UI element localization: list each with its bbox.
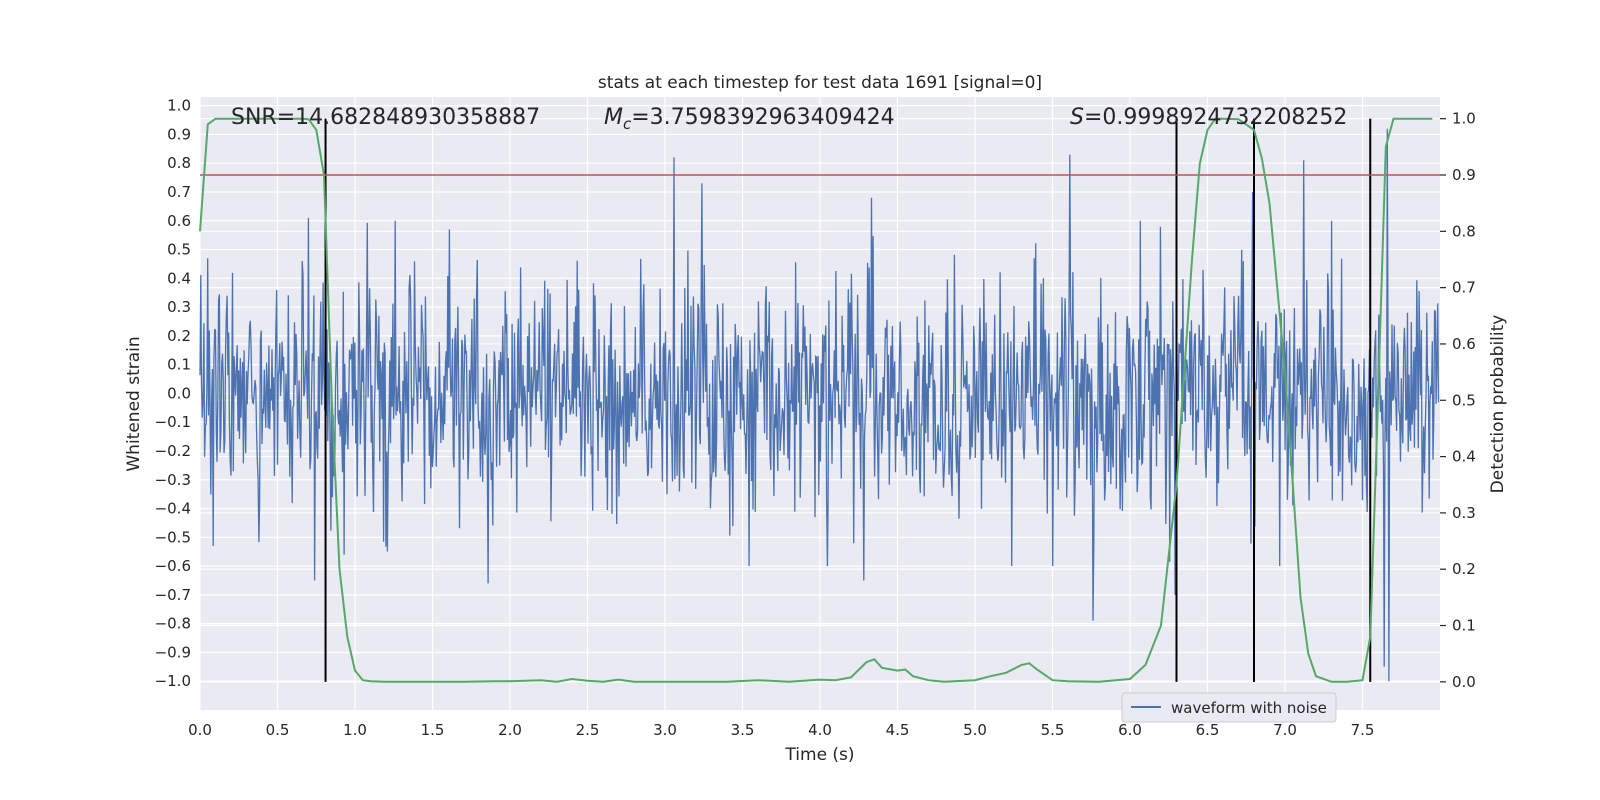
x-tick-label: 1.5 bbox=[421, 721, 445, 739]
y-left-axis-title: Whitened strain bbox=[124, 336, 144, 471]
x-tick-label: 3.0 bbox=[653, 721, 677, 739]
x-tick-label: 1.0 bbox=[343, 721, 367, 739]
y-right-tick-label: 0.2 bbox=[1452, 560, 1476, 578]
legend-label: waveform with noise bbox=[1171, 699, 1327, 717]
waveform-line bbox=[199, 128, 1440, 682]
y-left-tick-label: −0.5 bbox=[155, 528, 191, 546]
y-left-tick-label: 0.2 bbox=[167, 327, 191, 345]
y-left-tick-label: −0.2 bbox=[155, 442, 191, 460]
y-left-tick-label: −0.4 bbox=[155, 500, 191, 518]
x-tick-label: 0.5 bbox=[266, 721, 290, 739]
y-right-tick-label: 0.6 bbox=[1452, 335, 1476, 353]
y-right-tick-label: 0.5 bbox=[1452, 391, 1476, 409]
x-tick-label: 7.0 bbox=[1273, 721, 1297, 739]
y-right-tick-label: 0.0 bbox=[1452, 673, 1476, 691]
y-right-tick-label: 0.7 bbox=[1452, 279, 1476, 297]
x-tick-label: 6.0 bbox=[1118, 721, 1142, 739]
y-left-tick-label: 0.7 bbox=[167, 183, 191, 201]
y-right-tick-label: 0.4 bbox=[1452, 448, 1476, 466]
x-tick-label: 3.5 bbox=[731, 721, 755, 739]
legend-box bbox=[1121, 692, 1337, 723]
probability-series bbox=[199, 117, 1433, 683]
y-left-tick-label: −0.3 bbox=[155, 471, 191, 489]
y-left-tick-label: −0.6 bbox=[155, 557, 191, 575]
y-left-tick-label: 0.0 bbox=[167, 384, 191, 402]
y-right-tick-label: 0.8 bbox=[1452, 222, 1476, 240]
y-right-tick-label: 0.3 bbox=[1452, 504, 1476, 522]
y-left-tick-label: 0.1 bbox=[167, 356, 191, 374]
y-right-tick-label: 0.1 bbox=[1452, 617, 1476, 635]
snr-annotation: SNR=14.682848930358887 bbox=[231, 105, 540, 130]
x-tick-label: 5.0 bbox=[963, 721, 987, 739]
y-left-tick-label: 0.5 bbox=[167, 241, 191, 259]
x-tick-label: 4.5 bbox=[886, 721, 910, 739]
y-left-tick-label: 0.8 bbox=[167, 154, 191, 172]
y-right-tick-label: 0.9 bbox=[1452, 166, 1476, 184]
y-left-tick-label: −0.9 bbox=[155, 643, 191, 661]
y-axis-right: 1.0 0.9 0.8 0.7 0.6 0.5 0.4 0.3 0.2 0.1 0.0 bbox=[1440, 110, 1476, 691]
y-axis-left: 1.0 0.9 0.8 0.7 0.6 0.5 0.4 0.3 0.2 0.1 0.0 −0.1 −0.… bbox=[155, 97, 191, 691]
y-right-axis-title: Detection probability bbox=[1488, 315, 1508, 494]
y-left-tick-label: −0.7 bbox=[155, 586, 191, 604]
chirp-mass-annotation: Mc=3.7598392963409424 bbox=[604, 105, 895, 133]
x-tick-label: 2.5 bbox=[576, 721, 600, 739]
x-tick-label: 5.5 bbox=[1041, 721, 1065, 739]
x-tick-label: 6.5 bbox=[1196, 721, 1220, 739]
y-left-tick-label: 0.3 bbox=[167, 298, 191, 316]
y-left-tick-label: 0.4 bbox=[167, 269, 191, 287]
x-tick-label: 0.0 bbox=[188, 721, 212, 739]
y-left-tick-label: 0.9 bbox=[167, 125, 191, 143]
y-left-tick-label: 1.0 bbox=[167, 97, 191, 115]
x-axis: 0.0 0.5 1.0 1.5 2.0 2.5 3.0 3.5 4.0 4.5 5.0 5.5 6.0 6… bbox=[188, 721, 1374, 739]
score-annotation: S=0.9998924732208252 bbox=[1070, 105, 1347, 130]
x-tick-label: 4.0 bbox=[808, 721, 832, 739]
x-tick-label: 7.5 bbox=[1351, 721, 1375, 739]
waveform-series bbox=[199, 128, 1440, 682]
legend: waveform with noise bbox=[1121, 692, 1337, 723]
chart-title: stats at each timestep for test data 169… bbox=[598, 73, 1042, 93]
y-left-tick-label: −1.0 bbox=[155, 672, 191, 690]
x-tick-label: 2.0 bbox=[498, 721, 522, 739]
y-left-tick-label: 0.6 bbox=[167, 212, 191, 230]
x-axis-title: Time (s) bbox=[784, 745, 854, 765]
y-right-tick-label: 1.0 bbox=[1452, 110, 1476, 128]
y-left-tick-label: −0.8 bbox=[155, 615, 191, 633]
y-left-tick-label: −0.1 bbox=[155, 413, 191, 431]
